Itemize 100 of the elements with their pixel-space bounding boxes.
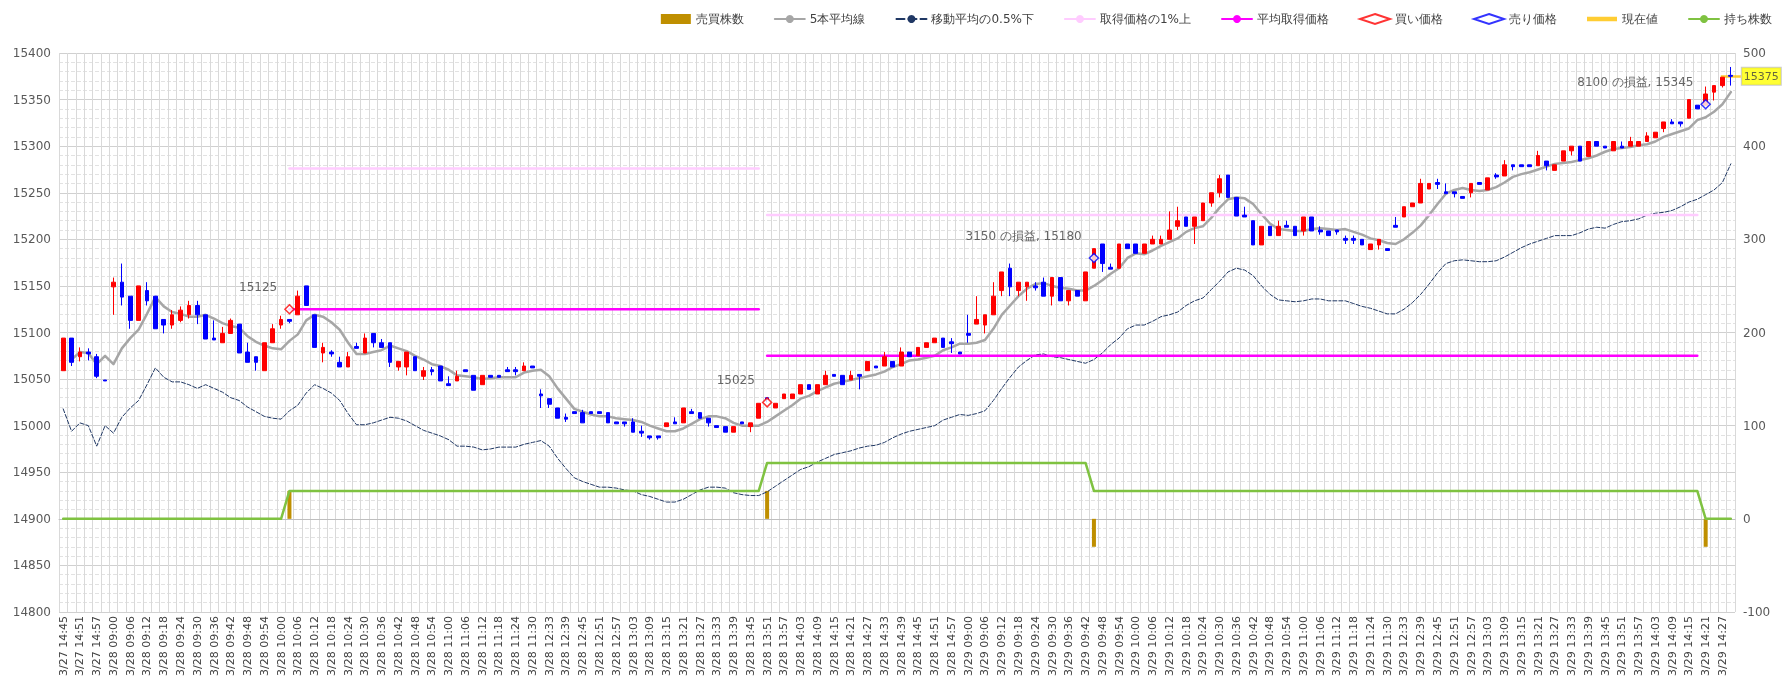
x-tick-label: 3/29 13:21	[1531, 616, 1545, 676]
x-tick-label: 3/29 09:24	[1028, 616, 1042, 676]
x-tick-label: 3/28 13:09	[643, 616, 657, 676]
x-tick-label: 3/28 10:30	[358, 616, 372, 676]
x-tick-label: 3/28 11:18	[492, 616, 506, 676]
x-tick-label: 3/28 13:15	[660, 616, 674, 676]
x-tick-label: 3/28 14:51	[928, 616, 942, 676]
x-tick-label: 3/28 12:57	[609, 616, 623, 676]
legend-label: 売買株数	[695, 12, 744, 26]
x-tick-label: 3/28 11:06	[458, 616, 472, 676]
x-tick-label: 3/29 14:03	[1648, 616, 1662, 676]
x-tick-label: 3/29 10:30	[1213, 616, 1227, 676]
x-tick-label: 3/28 14:45	[911, 616, 925, 676]
x-tick-label: 3/28 14:21	[844, 616, 858, 676]
x-tick-label: 3/28 13:57	[777, 616, 791, 676]
x-tick-label: 3/28 11:12	[475, 616, 489, 676]
x-tick-label: 3/29 10:48	[1263, 616, 1277, 676]
y-tick-label: 15100	[12, 325, 51, 340]
x-tick-label: 3/29 11:12	[1330, 616, 1344, 676]
x-tick-label: 3/28 13:33	[710, 616, 724, 676]
x-tick-label: 3/28 13:45	[743, 616, 757, 676]
x-tick-label: 3/28 14:57	[944, 616, 958, 676]
x-tick-label: 3/29 11:06	[1313, 616, 1327, 676]
y-tick-label: 15200	[12, 232, 51, 247]
y-tick-label: 15300	[12, 139, 51, 154]
x-tick-label: 3/29 09:00	[961, 616, 975, 676]
y-tick-label: 14800	[12, 605, 51, 619]
data-label: 3150 の損益, 15180	[965, 228, 1082, 243]
x-tick-label: 3/28 11:30	[525, 616, 539, 676]
x-tick-label: 3/28 10:12	[308, 616, 322, 676]
x-tick-label: 3/29 11:00	[1296, 616, 1310, 676]
x-tick-label: 3/28 14:03	[794, 616, 808, 676]
legend-label: 持ち株数	[1724, 12, 1772, 26]
x-tick-label: 3/29 14:21	[1699, 616, 1713, 676]
y2-tick-label: 100	[1743, 418, 1766, 433]
legend-label: 買い価格	[1395, 12, 1443, 26]
x-tick-label: 3/28 10:42	[391, 616, 405, 676]
x-tick-label: 3/28 14:15	[827, 616, 841, 676]
x-tick-label: 3/28 10:24	[341, 616, 355, 676]
x-tick-label: 3/28 10:54	[425, 616, 439, 676]
x-tick-label: 3/29 09:06	[978, 616, 992, 676]
x-tick-label: 3/28 14:33	[877, 616, 891, 676]
x-tick-label: 3/29 13:27	[1548, 616, 1562, 676]
y2-tick-label: 300	[1743, 232, 1766, 247]
legend-label: 5本平均線	[809, 12, 866, 26]
x-tick-label: 3/28 13:27	[693, 616, 707, 676]
y-tick-label: 15150	[12, 278, 51, 293]
x-tick-label: 3/28 13:51	[760, 616, 774, 676]
x-tick-label: 3/28 11:00	[442, 616, 456, 676]
x-tick-label: 3/29 10:36	[1229, 616, 1243, 676]
y-tick-label: 15350	[12, 92, 51, 107]
x-tick-label: 3/28 09:12	[140, 616, 154, 676]
y-tick-label: 14950	[12, 465, 51, 480]
x-tick-label: 3/29 09:36	[1062, 616, 1076, 676]
legend-label: 売り価格	[1509, 12, 1557, 26]
x-tick-label: 3/27 14:45	[56, 616, 70, 676]
x-tick-label: 3/28 09:18	[157, 616, 171, 676]
legend-label: 平均取得価格	[1257, 12, 1329, 26]
x-tick-label: 3/28 10:00	[274, 616, 288, 676]
x-tick-label: 3/28 09:30	[190, 616, 204, 676]
x-tick-label: 3/29 13:03	[1481, 616, 1495, 676]
x-tick-label: 3/28 10:36	[375, 616, 389, 676]
x-tick-label: 3/29 10:42	[1246, 616, 1260, 676]
y-tick-label: 15250	[12, 185, 51, 200]
y2-tick-label: 200	[1743, 325, 1766, 340]
y-tick-label: 14900	[12, 511, 51, 526]
x-tick-label: 3/29 13:39	[1581, 616, 1595, 676]
y2-tick-label: 0	[1743, 511, 1751, 526]
x-tick-label: 3/29 09:48	[1095, 616, 1109, 676]
x-tick-label: 3/29 13:33	[1565, 616, 1579, 676]
x-tick-label: 3/29 11:30	[1380, 616, 1394, 676]
x-tick-label: 3/29 11:18	[1347, 616, 1361, 676]
x-tick-label: 3/28 12:33	[542, 616, 556, 676]
x-tick-label: 3/28 10:06	[291, 616, 305, 676]
x-tick-label: 3/29 10:18	[1179, 616, 1193, 676]
x-tick-label: 3/29 12:33	[1397, 616, 1411, 676]
x-tick-label: 3/28 09:36	[207, 616, 221, 676]
legend-label: 取得価格の1%上	[1099, 12, 1192, 26]
x-tick-label: 3/28 09:42	[224, 616, 238, 676]
data-label: 15375	[1743, 69, 1779, 83]
x-tick-label: 3/29 09:54	[1112, 616, 1126, 676]
legend-label: 現在値	[1622, 12, 1658, 26]
x-tick-label: 3/27 14:57	[90, 616, 104, 676]
x-tick-label: 3/29 12:39	[1414, 616, 1428, 676]
x-tick-label: 3/28 13:39	[727, 616, 741, 676]
x-tick-label: 3/28 10:18	[324, 616, 338, 676]
x-tick-label: 3/28 11:24	[509, 616, 523, 676]
x-tick-label: 3/29 14:27	[1715, 616, 1729, 676]
y-tick-label: 15000	[12, 418, 51, 433]
x-tick-label: 3/28 09:54	[257, 616, 271, 676]
x-tick-label: 3/29 09:42	[1079, 616, 1093, 676]
data-label: 15025	[716, 373, 755, 388]
x-tick-label: 3/29 12:51	[1447, 616, 1461, 676]
x-tick-label: 3/28 12:39	[559, 616, 573, 676]
y2-tick-label: 400	[1743, 139, 1766, 154]
x-tick-label: 3/28 14:09	[810, 616, 824, 676]
x-tick-label: 3/28 09:24	[174, 616, 188, 676]
x-tick-label: 3/27 14:51	[73, 616, 87, 676]
y-tick-label: 14850	[12, 558, 51, 573]
x-tick-label: 3/29 13:15	[1514, 616, 1528, 676]
